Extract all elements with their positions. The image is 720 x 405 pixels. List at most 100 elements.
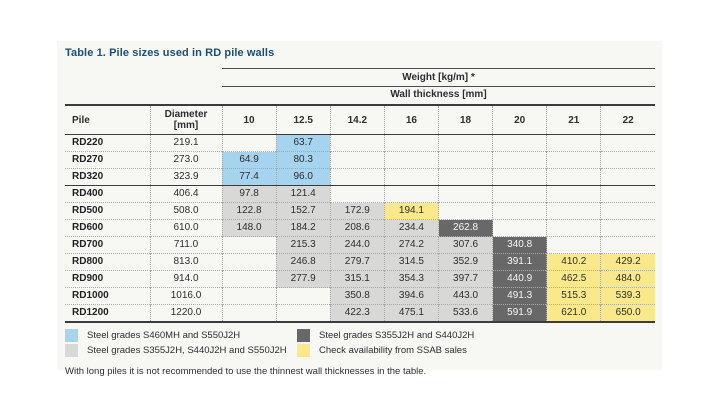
pile-name-cell: RD800 xyxy=(65,253,150,271)
weight-cell: 491.3 xyxy=(492,287,547,305)
pile-name-cell: RD270 xyxy=(65,151,150,169)
diameter-column-header: Diameter [mm] xyxy=(149,104,222,135)
diameter-header-line2: [mm] xyxy=(173,120,199,131)
weight-cell: 621.0 xyxy=(546,304,601,323)
weight-cell xyxy=(329,168,385,186)
diameter-cell: 1220.0 xyxy=(149,304,222,323)
weight-cell: 475.1 xyxy=(383,304,439,323)
weight-header-row: Weight [kg/m] * xyxy=(65,68,655,87)
diameter-cell: 219.1 xyxy=(149,134,222,152)
weight-cell: 352.9 xyxy=(437,253,493,271)
weight-cell: 274.2 xyxy=(383,236,439,254)
weight-cell: 591.9 xyxy=(492,304,547,323)
weight-cell: 354.3 xyxy=(383,270,439,288)
weight-cell: 277.9 xyxy=(275,270,331,288)
table-row: RD1000 1016.0 350.8 394.6 443.0 491.3 515.3 539… xyxy=(65,287,655,305)
thickness-column-header: 18 xyxy=(437,104,493,135)
weight-cell xyxy=(221,270,277,288)
weight-cell xyxy=(546,202,601,220)
weight-cell: 391.1 xyxy=(492,253,547,271)
weight-cell xyxy=(437,168,493,186)
weight-cell xyxy=(383,185,439,203)
diameter-cell: 273.0 xyxy=(149,151,222,169)
weight-cell xyxy=(600,185,655,203)
weight-cell: 215.3 xyxy=(275,236,331,254)
table-row: RD320 323.9 77.4 96.0 xyxy=(65,168,655,186)
diameter-cell: 323.9 xyxy=(149,168,222,186)
legend-item: Steel grades S355J2H, S440J2H and S550J2… xyxy=(65,344,297,357)
weight-cell xyxy=(600,236,655,254)
header-spacer xyxy=(65,69,222,87)
weight-cell: 422.3 xyxy=(329,304,385,323)
weight-cell: 77.4 xyxy=(221,168,277,186)
footnote-text: With long piles it is not recommended to… xyxy=(65,366,427,377)
weight-cell: 246.8 xyxy=(275,253,331,271)
pile-name-cell: RD600 xyxy=(65,219,150,237)
legend-swatch-gray-icon xyxy=(65,344,78,357)
weight-cell: 314.5 xyxy=(383,253,439,271)
weight-cell xyxy=(600,202,655,220)
thickness-column-header: 22 xyxy=(600,104,655,135)
table-row: RD700 711.0 215.3 244.0 274.2 307.6 340.8 xyxy=(65,236,655,254)
table-row: RD220 219.1 63.7 xyxy=(65,134,655,152)
wall-thickness-header: Wall thickness [mm] xyxy=(390,89,487,100)
thickness-column-header: 10 xyxy=(221,104,277,135)
weight-cell xyxy=(492,151,547,169)
weight-header: Weight [kg/m] * xyxy=(222,68,655,87)
wall-thickness-header-row: Wall thickness [mm] xyxy=(65,87,655,106)
legend-item: Steel grades S355J2H and S440J2H xyxy=(297,329,655,342)
weight-cell xyxy=(329,151,385,169)
weight-cell xyxy=(383,151,439,169)
table-title: Table 1. Pile sizes used in RD pile wall… xyxy=(65,47,275,59)
diameter-cell: 508.0 xyxy=(149,202,222,220)
weight-cell: 484.0 xyxy=(600,270,655,288)
legend-swatch-dark-icon xyxy=(297,329,310,342)
weight-cell: 234.4 xyxy=(383,219,439,237)
pile-name-cell: RD1200 xyxy=(65,304,150,323)
pile-sizes-table: Weight [kg/m] * Wall thickness [mm] Pile… xyxy=(65,68,655,323)
pile-name-cell: RD400 xyxy=(65,185,150,203)
thickness-column-header: 20 xyxy=(492,104,547,135)
weight-cell xyxy=(275,304,331,323)
weight-cell: 63.7 xyxy=(275,134,331,152)
table-panel: Table 1. Pile sizes used in RD pile wall… xyxy=(57,41,662,377)
weight-cell xyxy=(600,151,655,169)
weight-cell xyxy=(600,168,655,186)
weight-cell xyxy=(546,236,601,254)
weight-cell: 194.1 xyxy=(383,202,439,220)
header-spacer xyxy=(65,87,222,106)
table-row: RD800 813.0 246.8 279.7 314.5 352.9 391.1 410.2… xyxy=(65,253,655,271)
weight-cell xyxy=(492,202,547,220)
thickness-column-header: 16 xyxy=(383,104,439,135)
legend-label: Check availability from SSAB sales xyxy=(319,345,467,356)
table-row: RD900 914.0 277.9 315.1 354.3 397.7 440.9 462.5… xyxy=(65,270,655,288)
thickness-column-header: 12.5 xyxy=(275,104,331,135)
pile-name-cell: RD220 xyxy=(72,137,104,148)
weight-cell: 350.8 xyxy=(329,287,385,305)
weight-cell: 397.7 xyxy=(437,270,493,288)
pile-name-cell: RD900 xyxy=(65,270,150,288)
weight-cell xyxy=(492,168,547,186)
pile-name-cell: RD700 xyxy=(65,236,150,254)
weight-cell: 80.3 xyxy=(275,151,331,169)
weight-cell: 440.9 xyxy=(492,270,547,288)
weight-cell: 96.0 xyxy=(275,168,331,186)
diameter-cell: 406.4 xyxy=(149,185,222,203)
diameter-cell: 610.0 xyxy=(149,219,222,237)
pile-name-cell: RD320 xyxy=(65,168,150,186)
legend-label: Steel grades S355J2H and S440J2H xyxy=(319,330,475,341)
table-row: RD400 406.4 97.8 121.4 xyxy=(65,185,655,203)
diameter-cell: 711.0 xyxy=(149,236,222,254)
weight-cell xyxy=(546,219,601,237)
weight-cell xyxy=(221,304,277,323)
table-row: RD500 508.0 122.8 152.7 172.9 194.1 xyxy=(65,202,655,220)
legend-item: Steel grades S460MH and S550J2H xyxy=(65,329,297,342)
legend-label: Steel grades S355J2H, S440J2H and S550J2… xyxy=(87,345,287,356)
weight-cell: 152.7 xyxy=(275,202,331,220)
weight-cell: 650.0 xyxy=(600,304,655,323)
weight-cell: 443.0 xyxy=(437,287,493,305)
legend-item: Check availability from SSAB sales xyxy=(297,344,655,357)
weight-cell xyxy=(437,185,493,203)
pile-name-cell: RD1000 xyxy=(65,287,150,305)
